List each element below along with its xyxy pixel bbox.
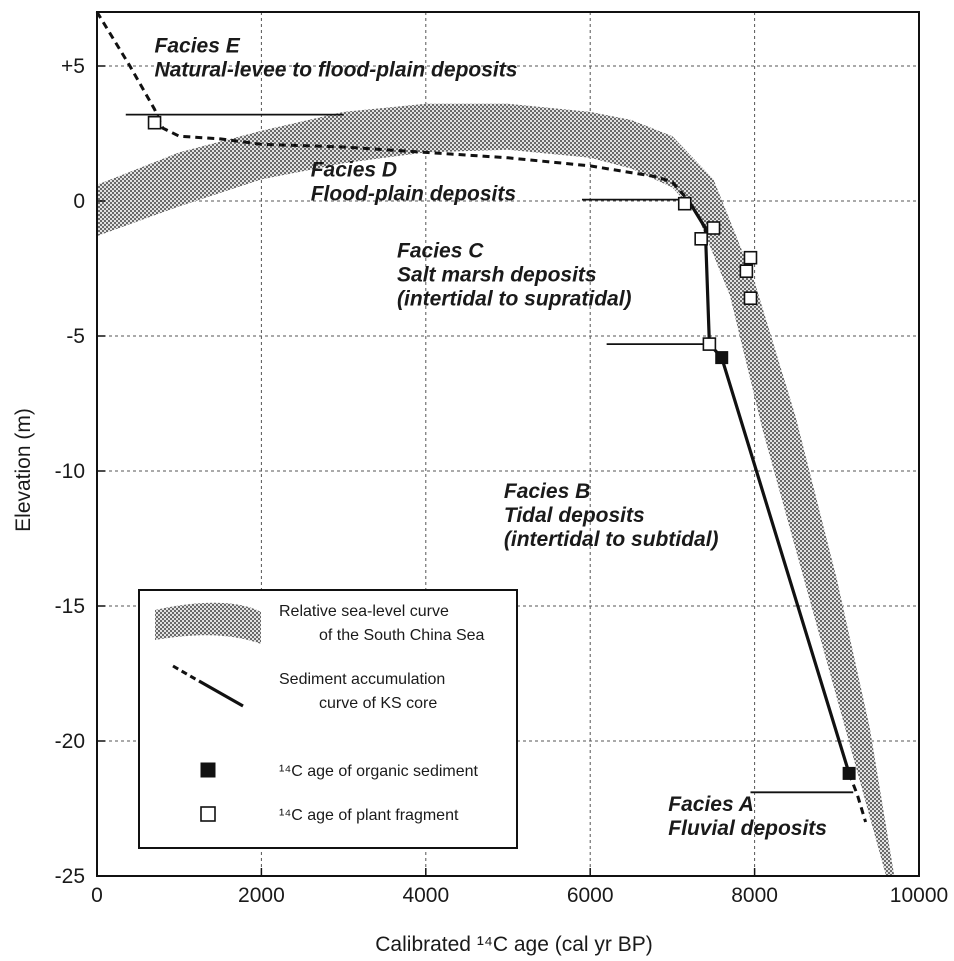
y-axis-title: Elevation (m) (12, 408, 35, 532)
plant-fragment-point (743, 291, 758, 306)
legend-entry-label: ¹⁴C age of organic sediment (279, 763, 479, 780)
facies-a-label: Facies A Fluvial deposits (668, 793, 827, 840)
x-tick-label: 6000 (567, 884, 614, 907)
plant-fragment-point (677, 196, 692, 211)
facies-d-line: Facies D (311, 159, 397, 182)
legend-entry-label: Relative sea-level curve (279, 603, 449, 620)
y-tick-label: -10 (55, 460, 85, 483)
legend-entry-label: curve of KS core (319, 695, 437, 712)
facies-annotations: Facies E Natural-levee to flood-plain dep… (155, 35, 827, 841)
plant-fragment-point (739, 264, 754, 279)
x-tick-label: 2000 (238, 884, 285, 907)
y-tick-label: -25 (55, 865, 85, 888)
facies-c-line: (intertidal to supratidal) (397, 288, 632, 311)
legend-entry-label: of the South China Sea (319, 627, 485, 644)
accumulation-curve-solid (687, 200, 851, 774)
y-tick-label: -5 (66, 325, 85, 348)
facies-b-line: Tidal deposits (504, 504, 645, 527)
accumulation-curve-dashed (847, 772, 868, 823)
data-points-layer (147, 115, 856, 780)
organic-sediment-point (842, 766, 856, 780)
x-axis-title: Calibrated ¹⁴C age (cal yr BP) (375, 933, 652, 956)
legend-solid-swatch (198, 679, 244, 708)
plant-fragment-point (743, 250, 758, 265)
legend-entry-label: ¹⁴C age of plant fragment (279, 807, 459, 824)
y-tick-label: -20 (55, 730, 85, 753)
legend-open-square (200, 806, 216, 822)
facies-b-label: Facies B Tidal deposits (intertidal to sub… (504, 480, 719, 551)
facies-b-line: Facies B (504, 480, 590, 503)
facies-c-line: Salt marsh deposits (397, 264, 597, 287)
y-tick-label: -15 (55, 595, 85, 618)
legend: Relative sea-level curve of the South Chi… (138, 589, 518, 849)
facies-b-line: (intertidal to subtidal) (504, 528, 719, 551)
facies-a-line: Facies A (668, 793, 754, 816)
axis-ticks: 0 2000 4000 6000 8000 10000 +5 0 -5 -10 -15 -20 -25 (55, 55, 949, 907)
plant-fragment-point (147, 115, 162, 130)
y-tick-label: 0 (73, 190, 85, 213)
facies-e-label: Facies E Natural-levee to flood-plain dep… (155, 35, 518, 82)
facies-e-line: Natural-levee to flood-plain deposits (155, 59, 518, 82)
facies-a-line: Fluvial deposits (668, 817, 827, 840)
sea-level-band (97, 103, 895, 877)
x-tick-label: 4000 (402, 884, 449, 907)
y-tick-label: +5 (61, 55, 85, 78)
facies-c-line: Facies C (397, 240, 484, 263)
legend-band-swatch (155, 602, 261, 644)
plot-frame (96, 11, 920, 877)
x-tick-label: 0 (91, 884, 103, 907)
plant-fragment-point (694, 232, 708, 246)
x-tick-label: 8000 (731, 884, 778, 907)
legend-filled-square (200, 762, 216, 778)
legend-dashed-swatch (172, 664, 198, 682)
x-tick-label: 10000 (890, 884, 948, 907)
facies-boundary-layer (125, 113, 854, 794)
sea-level-band-layer (97, 103, 895, 877)
plant-fragment-point (702, 337, 717, 351)
facies-c-label: Facies C Salt marsh deposits (intertidal t… (397, 240, 632, 311)
organic-sediment-point (715, 351, 729, 365)
facies-d-label: Facies D Flood-plain deposits (311, 159, 516, 206)
legend-entry-label: Sediment accumulation (279, 671, 445, 688)
facies-d-line: Flood-plain deposits (311, 183, 516, 206)
facies-e-line: Facies E (155, 35, 241, 58)
plant-fragment-point (706, 221, 721, 235)
